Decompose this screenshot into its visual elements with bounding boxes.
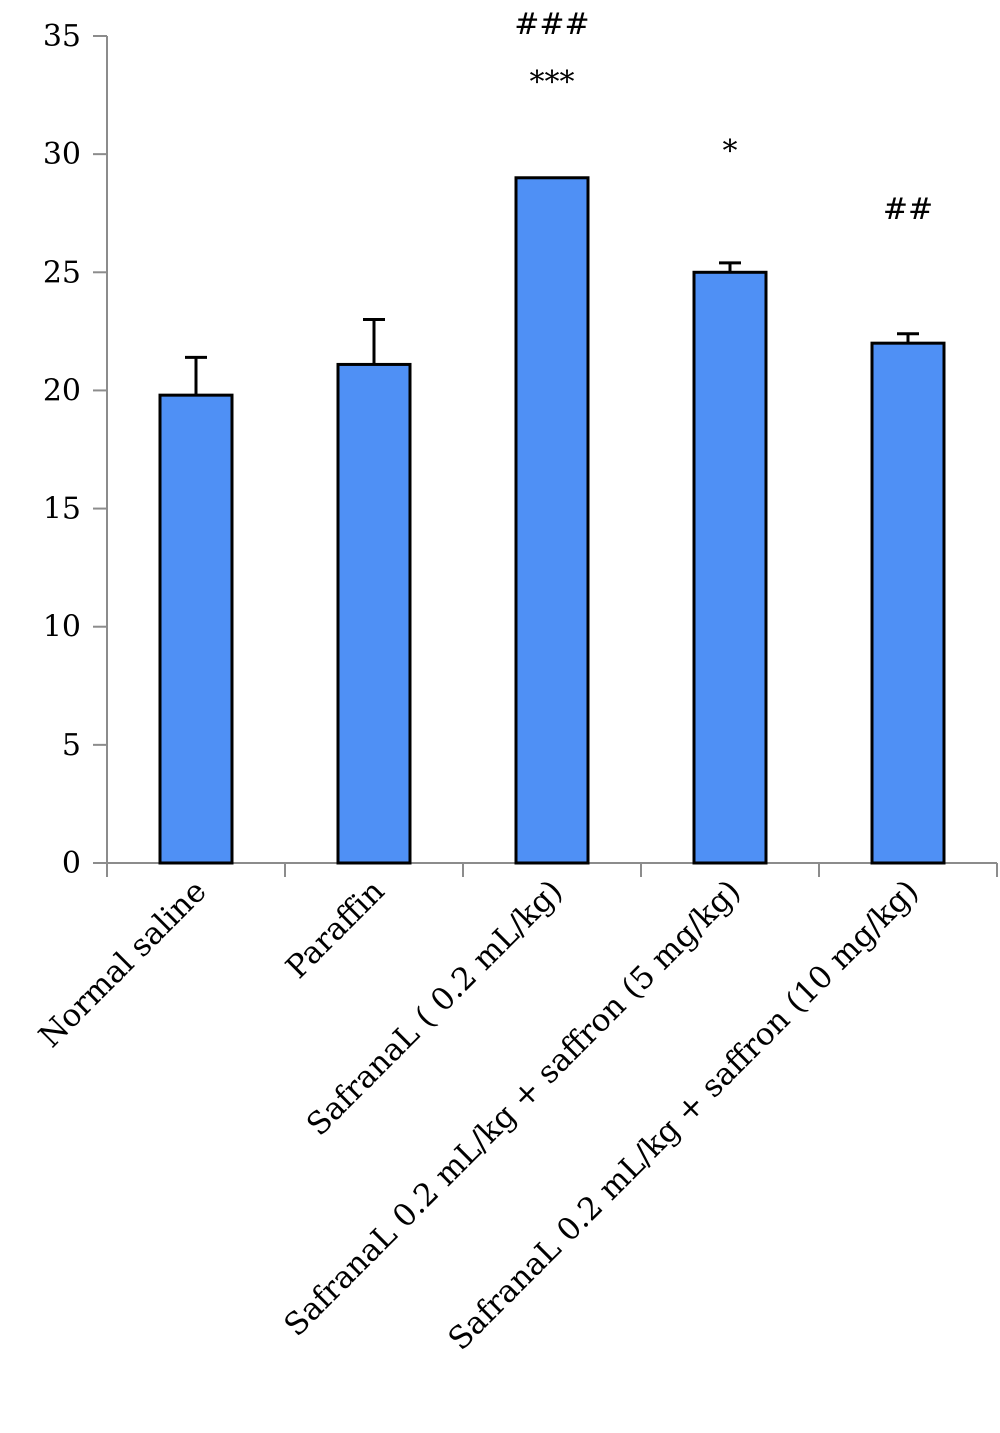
bar — [158, 393, 234, 865]
bar — [336, 362, 412, 865]
y-tick-label: 20 — [43, 373, 81, 408]
y-tick-label: 5 — [62, 728, 81, 763]
significance-marker: *** — [530, 65, 575, 100]
axes — [93, 35, 998, 877]
y-tick-label: 35 — [43, 19, 81, 54]
bar — [870, 341, 946, 865]
significance-marker: ### — [514, 7, 589, 42]
significance-marker: ## — [883, 192, 933, 227]
bar — [514, 176, 590, 865]
y-tick-label: 10 — [43, 610, 81, 645]
category-label: Paraffin — [279, 873, 392, 986]
category-label: Normal saline — [32, 873, 214, 1055]
significance-marker: * — [723, 134, 738, 169]
y-tick-label: 0 — [62, 846, 81, 881]
bars — [158, 176, 946, 865]
y-tick-label: 30 — [43, 137, 81, 172]
y-tick-label: 15 — [43, 492, 81, 527]
bar — [692, 270, 768, 865]
y-tick-label: 25 — [43, 255, 81, 290]
